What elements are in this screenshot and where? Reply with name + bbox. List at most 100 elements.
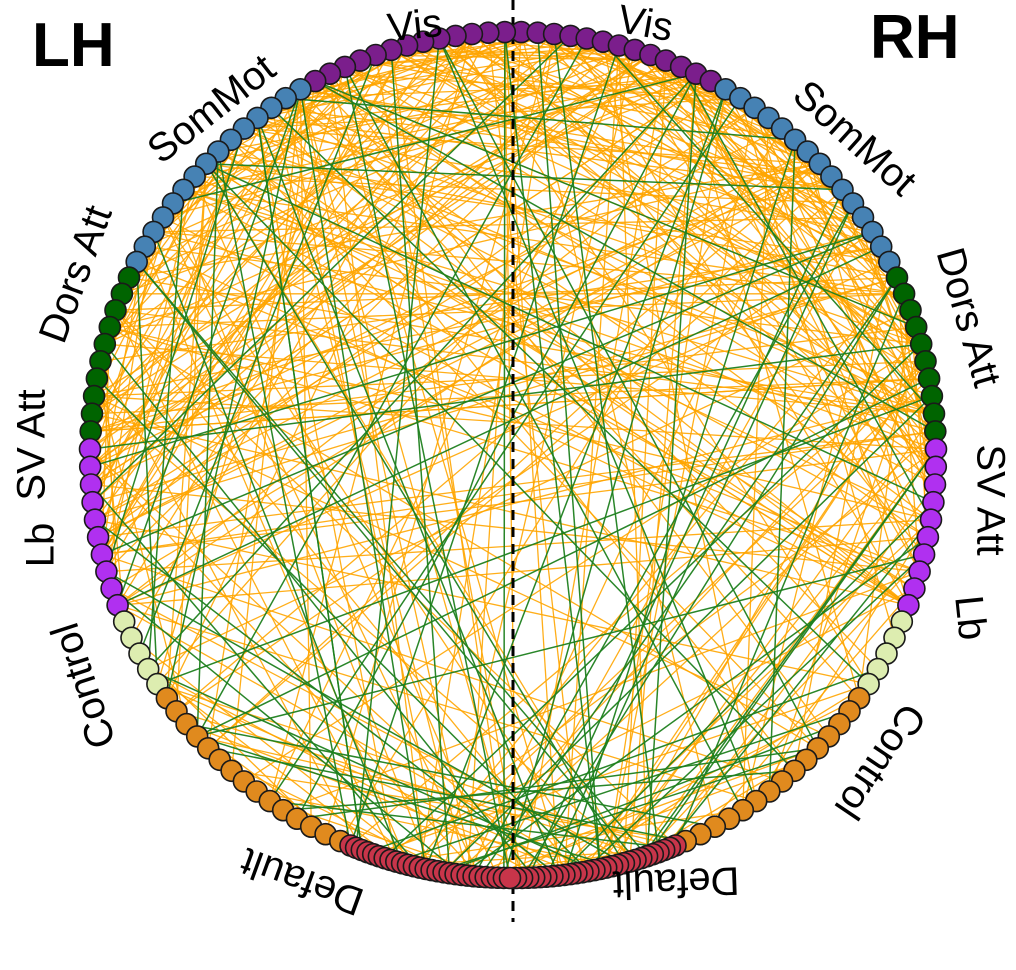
label-default-right: Default <box>612 858 740 906</box>
orange-edge <box>117 536 928 606</box>
green-edge <box>527 189 844 879</box>
green-edge <box>157 395 933 685</box>
label-svatt-right: SV Att <box>968 444 1012 555</box>
orange-edge <box>114 310 397 862</box>
orange-edge <box>605 89 727 868</box>
green-edge <box>425 89 727 870</box>
orange-edge <box>147 309 911 670</box>
green-edge <box>536 32 602 869</box>
orange-edge <box>97 163 821 538</box>
node-default-lh <box>498 866 522 890</box>
orange-edge <box>282 570 920 811</box>
orange-edge <box>101 430 936 556</box>
green-edge <box>344 66 511 879</box>
label-svatt-left: SV Att <box>10 389 54 500</box>
orange-edge <box>271 107 832 178</box>
green-edge <box>116 89 302 606</box>
green-edge <box>166 89 302 699</box>
orange-edge <box>537 32 882 248</box>
orange-edge <box>101 38 440 555</box>
green-edge <box>196 377 930 738</box>
orange-edge <box>175 163 207 712</box>
orange-edge <box>156 73 697 685</box>
green-edge <box>355 38 441 848</box>
orange-edge <box>454 35 870 685</box>
orange-edge <box>91 413 909 606</box>
orange-edge <box>270 107 795 772</box>
green-edge <box>296 747 818 820</box>
orange-edge <box>299 89 523 879</box>
orange-edge <box>101 41 604 555</box>
orange-edge <box>90 175 832 433</box>
green-edge <box>646 448 937 857</box>
orange-edge <box>551 519 932 877</box>
green-edge <box>270 107 870 685</box>
orange-edge <box>663 484 936 851</box>
green-edge <box>147 668 595 871</box>
orange-edge <box>109 326 819 749</box>
green-edge <box>147 189 185 670</box>
orange-edge <box>243 73 697 130</box>
orange-edge <box>128 276 935 415</box>
green-edge <box>545 203 854 878</box>
label-dorsatt-right: Dors Att <box>928 243 1010 392</box>
orange-edge <box>329 73 427 869</box>
orange-edge <box>89 60 667 450</box>
orange-edge <box>329 73 932 521</box>
orange-edge <box>97 88 726 538</box>
node-ring <box>78 20 948 890</box>
orange-edge <box>504 31 873 233</box>
orange-edge <box>520 31 716 827</box>
orange-edge <box>257 117 843 191</box>
orange-edge <box>117 151 809 606</box>
label-lb-left: Lb <box>19 523 63 568</box>
green-edge <box>285 97 796 141</box>
green-edge <box>138 54 377 654</box>
orange-edge <box>699 588 915 835</box>
orange-edge <box>131 637 427 870</box>
green-edge <box>768 139 796 792</box>
green-edge <box>504 32 602 869</box>
green-edge <box>674 293 905 846</box>
orange-edge <box>455 430 936 875</box>
green-edge <box>479 277 898 878</box>
orange-edge <box>183 189 935 415</box>
orange-edge <box>586 37 898 279</box>
green-edge <box>136 261 648 857</box>
orange-edge <box>390 49 511 879</box>
orange-edge <box>144 246 909 606</box>
orange-edge <box>183 189 905 295</box>
orange-edge <box>153 231 936 433</box>
orange-edge <box>97 128 245 538</box>
orange-edge <box>439 37 821 165</box>
green-edge <box>172 72 697 205</box>
orange-edge <box>269 49 636 802</box>
label-vis-right: Vis <box>615 0 677 50</box>
orange-edge <box>680 66 860 699</box>
orange-edge <box>299 88 860 699</box>
left-hemisphere-label: LH <box>32 11 115 80</box>
orange-edge <box>695 73 898 279</box>
green-edge <box>472 203 854 877</box>
orange-edge <box>100 246 882 362</box>
orange-edge <box>117 395 933 606</box>
green-edge <box>135 261 159 685</box>
green-edge <box>205 163 625 864</box>
green-edge <box>384 343 922 859</box>
orange-edge <box>649 54 926 362</box>
green-edge <box>390 49 451 874</box>
green-edge <box>283 770 795 811</box>
green-edge <box>104 343 535 878</box>
green-edge <box>581 553 925 873</box>
orange-edge <box>640 554 925 859</box>
orange-edge <box>455 35 926 362</box>
orange-edge <box>144 246 922 345</box>
green-edge <box>205 163 934 503</box>
orange-edge <box>90 107 272 432</box>
green-edge <box>205 163 795 772</box>
orange-edge <box>695 73 927 362</box>
orange-edge <box>344 66 935 415</box>
orange-edge <box>390 49 930 380</box>
green-edge <box>269 800 670 849</box>
green-edge <box>94 519 559 877</box>
